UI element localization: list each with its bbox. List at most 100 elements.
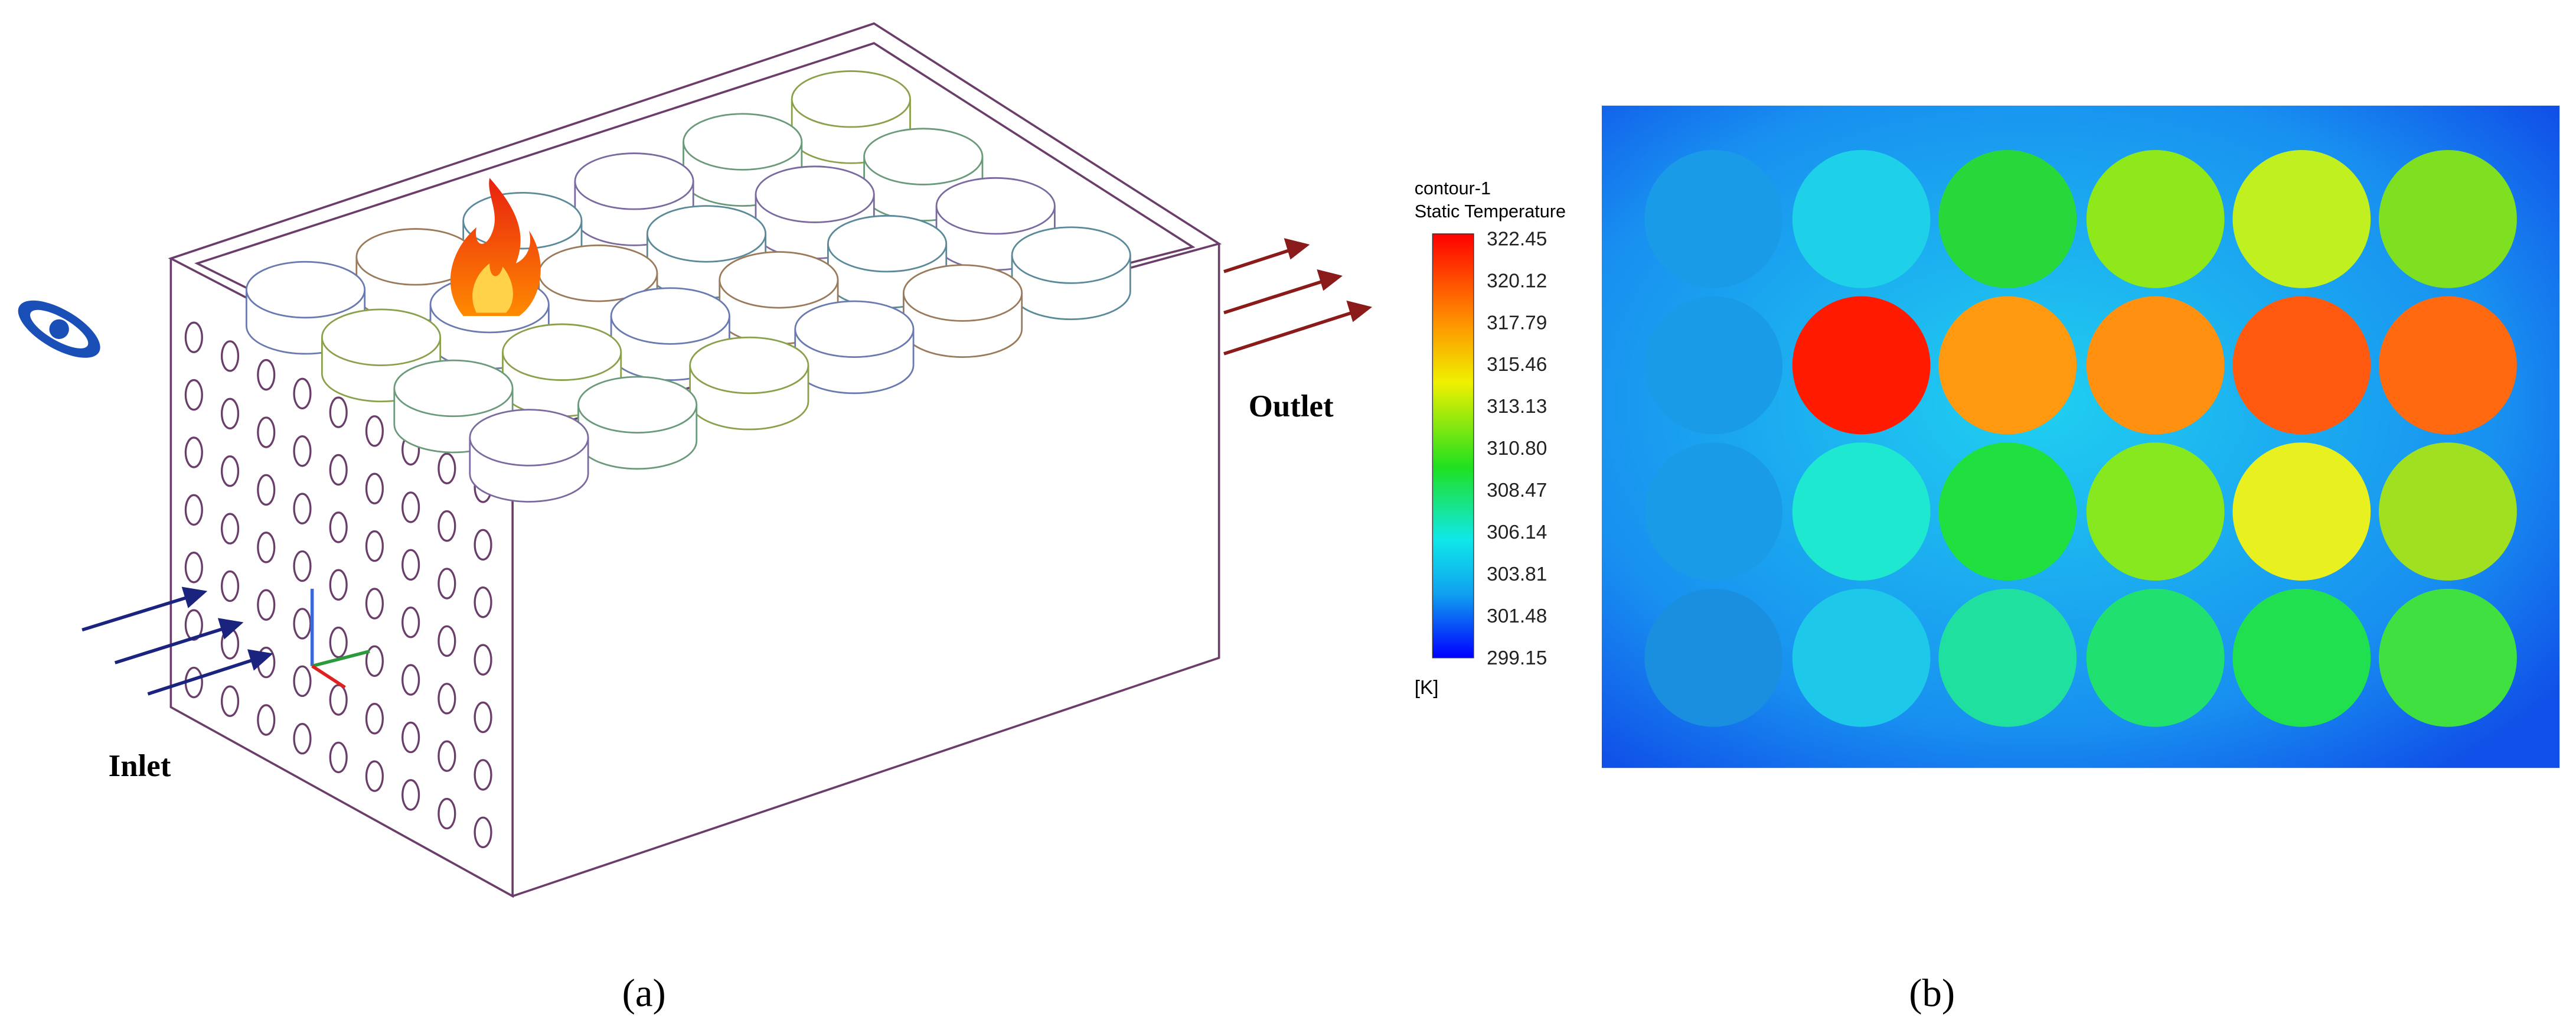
colorbar-tick-label: 320.12 [1487,270,1547,292]
inlet-hole [401,779,420,811]
inlet-hole [474,586,492,618]
colorbar-tick-label: 308.47 [1487,480,1547,501]
inlet-hole [184,552,203,584]
contour-cell [1792,442,1931,581]
outlet-label: Outlet [1249,389,1334,423]
inlet-hole [257,359,276,391]
colorbar-tick-label: 306.14 [1487,522,1547,543]
contour-cells [1644,149,2517,727]
inlet-hole [184,609,203,641]
contour-cell [1938,149,2077,288]
inlet-hole [329,684,348,716]
cell-top [689,336,809,395]
cell-top [755,165,875,223]
inlet-hole [220,455,240,487]
colorbar [1432,233,1474,659]
inlet-hole [365,588,384,620]
inlet-hole [257,589,276,621]
caption-a: (a) [622,972,666,1015]
inlet-hole [329,741,348,774]
inlet-hole [329,626,348,659]
inlet-hole [365,530,384,562]
cell-top [827,214,948,273]
fire-icon [450,178,541,317]
contour-cell [2379,149,2517,288]
inlet-hole [293,435,312,467]
contour-cell [1644,149,1783,288]
legend-subtitle: Static Temperature [1415,201,1566,221]
cell-top [1011,226,1131,284]
cell-top [935,177,1056,235]
cell-top [683,113,803,171]
inlet-hole [184,321,203,353]
inlet-hole [438,683,456,715]
cell-top [794,300,915,358]
inlet-hole [474,529,492,561]
inlet-hole [401,549,420,581]
inlet-hole [257,416,276,448]
legend-unit: [K] [1415,677,1439,699]
contour-cell [2232,149,2371,288]
contour-cell [1644,442,1783,581]
inlet-hole [401,721,420,754]
inlet-hole [184,436,203,468]
colorbar-tick-label: 322.45 [1487,228,1547,250]
inlet-hole [365,760,384,792]
contour-cell [1938,588,2077,727]
inlet-hole [293,722,312,755]
inlet-hole [474,759,492,791]
inlet-hole [220,340,240,372]
contour-cell [2086,442,2225,581]
cell-top [245,260,366,319]
contour-cell [1792,149,1931,288]
inlet-hole [184,494,203,526]
cell-top [863,128,984,185]
cell-top [719,251,839,309]
contour-cell [2086,588,2225,727]
inlet-hole [438,740,456,772]
inlet-hole [474,816,492,849]
contour-cell [2379,442,2517,581]
contour-cell [2086,149,2225,288]
colorbar-tick-label: 299.15 [1487,647,1547,669]
colorbar-tick-label: 310.80 [1487,438,1547,460]
contour-cell [2379,296,2517,435]
inlet-hole [184,379,203,411]
inlet-hole [293,377,312,410]
inlet-hole [401,491,420,523]
inlet-hole [474,701,492,734]
colorbar-tick-label: 317.79 [1487,312,1547,334]
inlet-hole [293,550,312,582]
contour-cell [2379,588,2517,727]
inlet-hole [438,625,456,657]
contour-cell [2086,296,2225,435]
outlet-arrows [1223,238,1373,356]
inlet-hole [474,644,492,676]
inlet-hole [365,703,384,735]
box-left-face [169,258,514,898]
colorbar-ticks: 322.45 320.12 317.79 315.46 313.13 310.80 308.… [1487,228,1547,669]
inlet-hole [365,645,384,677]
cell-top [462,191,583,250]
contour-cell [2232,442,2371,581]
contour-cell [1644,296,1783,435]
eye-icon [18,300,100,358]
cell-top [321,308,442,366]
battery-cells [245,70,1131,503]
colorbar-tick-label: 315.46 [1487,354,1547,376]
cell-top [502,323,622,381]
inlet-hole [365,472,384,504]
cell-top [610,287,730,345]
inlet-hole [329,396,348,428]
inlet-hole [329,569,348,601]
cell-top [393,359,514,418]
cell-top [791,70,911,128]
inlet-hole [293,665,312,698]
inlet-hole [220,513,240,545]
box-front-face [512,243,1220,897]
contour-cell [2232,296,2371,435]
inlet-hole [293,493,312,524]
inlet-hole [220,570,240,602]
